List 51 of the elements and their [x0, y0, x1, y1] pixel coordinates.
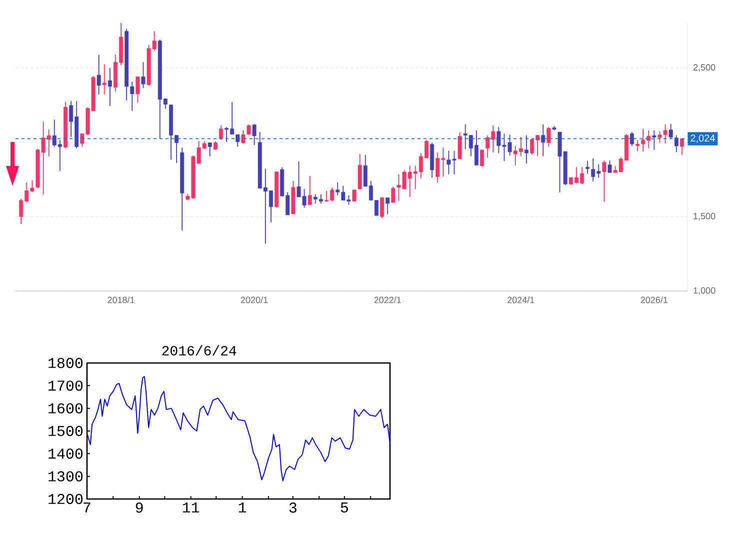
x-tick-label: 2024/1: [508, 296, 534, 304]
x-tick-label: 2026/1: [640, 296, 668, 304]
y-tick-label: 1200: [48, 494, 83, 504]
candlestick: [252, 123, 256, 146]
candlestick: [102, 64, 106, 95]
candlestick: [136, 76, 140, 104]
candlestick: [524, 134, 528, 164]
candlestick: [352, 189, 356, 202]
x-tick-label: 3: [289, 502, 296, 513]
candlestick: [380, 196, 384, 219]
y-tick-label: 1500: [48, 426, 83, 436]
candlestick: [652, 130, 656, 150]
candlestick: [630, 132, 634, 146]
candlestick: [674, 134, 678, 153]
x-tick-label: 11: [182, 502, 200, 512]
y-tick-label: 1400: [48, 448, 83, 459]
candlestick: [141, 62, 146, 89]
candlestick: [458, 132, 462, 160]
candlestick: [608, 160, 612, 174]
candlestick: [668, 123, 673, 139]
x-tick-label: 5: [340, 502, 348, 513]
y-tick-label: 1300: [48, 471, 83, 482]
candlestick: [358, 153, 362, 190]
candlestick: [602, 160, 606, 202]
x-tick-label: 2018/1: [108, 296, 134, 304]
candlestick: [480, 149, 484, 167]
candlestick: [586, 160, 590, 174]
x-tick-label: 7: [84, 502, 90, 512]
candlestick: [546, 126, 551, 148]
y-tick-label: 1,500: [694, 212, 716, 220]
candlestick: [308, 175, 312, 206]
chart-title: 2016/6/24: [162, 345, 236, 356]
candlestick: [96, 54, 101, 95]
candlestick: [219, 125, 223, 141]
candlestick: [541, 124, 546, 157]
x-tick-label: 9: [136, 502, 143, 513]
ref-line-label: 2,024: [690, 134, 715, 143]
candlestick: [680, 138, 684, 156]
x-tick-label: 2020/1: [241, 296, 268, 304]
y-tick-label: 1600: [48, 403, 83, 414]
y-tick-label: 2,500: [693, 64, 716, 72]
candlestick: [108, 67, 112, 106]
y-tick-label: 1800: [48, 358, 83, 368]
y-tick-label: 1,000: [694, 287, 716, 295]
line-series: [86, 376, 391, 482]
x-tick-label: 1: [238, 502, 246, 512]
candlestick: [386, 197, 390, 215]
y-tick-label: 1700: [48, 380, 83, 391]
x-tick-label: 2022/1: [374, 296, 401, 304]
candlestick: [208, 142, 212, 157]
candlestick: [391, 186, 396, 203]
